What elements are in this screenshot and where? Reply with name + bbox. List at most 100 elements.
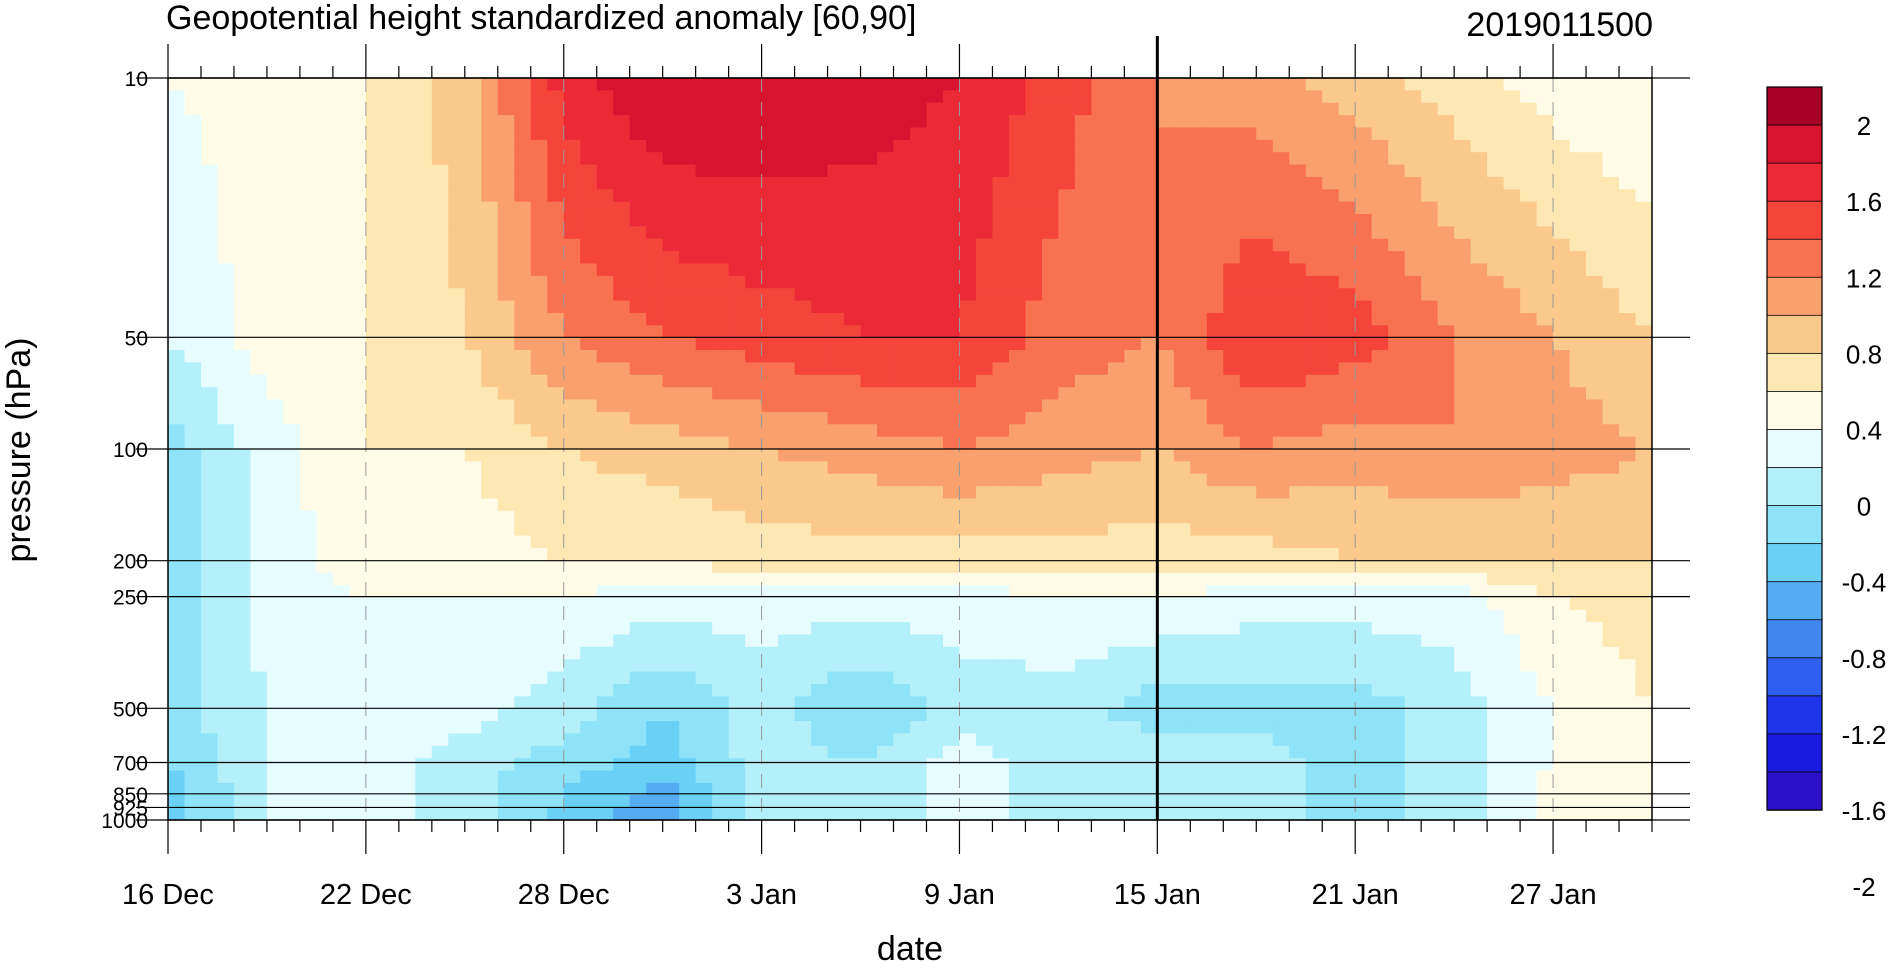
- heatmap-cell: [1107, 609, 1125, 623]
- heatmap-cell: [877, 411, 895, 425]
- heatmap-cell: [1041, 263, 1059, 277]
- heatmap-cell: [349, 585, 367, 598]
- heatmap-cell: [811, 337, 829, 351]
- heatmap-cell: [1602, 721, 1620, 735]
- heatmap-cell: [1503, 609, 1521, 623]
- heatmap-cell: [1503, 597, 1521, 611]
- heatmap-cell: [1239, 411, 1257, 425]
- heatmap-cell: [1206, 745, 1224, 759]
- heatmap-cell: [1487, 634, 1505, 648]
- heatmap-cell: [217, 312, 235, 326]
- heatmap-cell: [365, 498, 383, 512]
- heatmap-cell: [695, 572, 713, 586]
- heatmap-cell: [530, 646, 548, 660]
- heatmap-cell: [794, 115, 812, 129]
- heatmap-cell: [1503, 436, 1521, 450]
- heatmap-cell: [1619, 226, 1637, 240]
- heatmap-cell: [992, 214, 1010, 227]
- heatmap-cell: [1272, 312, 1290, 326]
- heatmap-cell: [1437, 127, 1455, 141]
- heatmap-cell: [1305, 312, 1323, 326]
- heatmap-cell: [1272, 189, 1290, 203]
- heatmap-cell: [646, 214, 664, 227]
- heatmap-cell: [1289, 597, 1307, 611]
- heatmap-cell: [596, 696, 614, 710]
- heatmap-cell: [1619, 646, 1637, 660]
- heatmap-cell: [1239, 461, 1257, 475]
- heatmap-cell: [1206, 523, 1224, 537]
- heatmap-cell: [1520, 609, 1538, 623]
- heatmap-cell: [860, 374, 878, 388]
- heatmap-cell: [629, 535, 647, 549]
- heatmap-cell: [1041, 510, 1059, 524]
- heatmap-cell: [1025, 399, 1043, 413]
- heatmap-cell: [250, 721, 268, 735]
- heatmap-cell: [1569, 708, 1587, 722]
- heatmap-cell: [563, 510, 581, 524]
- heatmap-cell: [992, 275, 1010, 289]
- heatmap-cell: [1190, 733, 1208, 747]
- heatmap-cell: [679, 337, 697, 351]
- heatmap-cell: [1107, 226, 1125, 240]
- heatmap-cell: [1058, 449, 1076, 462]
- heatmap-cell: [1503, 721, 1521, 735]
- heatmap-cell: [398, 622, 416, 636]
- heatmap-cell: [481, 411, 499, 425]
- heatmap-cell: [1256, 350, 1274, 364]
- heatmap-cell: [168, 201, 186, 215]
- heatmap-cell: [1371, 374, 1389, 388]
- heatmap-cell: [942, 646, 961, 660]
- heatmap-cell: [877, 102, 895, 116]
- heatmap-cell: [1223, 399, 1241, 413]
- heatmap-cell: [1421, 312, 1439, 326]
- heatmap-cell: [679, 152, 697, 166]
- heatmap-cell: [860, 139, 878, 153]
- heatmap-cell: [464, 609, 482, 623]
- heatmap-cell: [827, 337, 845, 351]
- heatmap-cell: [1569, 374, 1587, 388]
- heatmap-cell: [382, 263, 400, 277]
- heatmap-cell: [1223, 201, 1241, 215]
- heatmap-cell: [1256, 288, 1274, 302]
- heatmap-cell: [530, 535, 548, 549]
- heatmap-cell: [794, 535, 812, 549]
- heatmap-cell: [382, 436, 400, 450]
- heatmap-cell: [596, 634, 614, 648]
- heatmap-cell: [1487, 449, 1505, 462]
- heatmap-cell: [1553, 189, 1571, 203]
- heatmap-cell: [1388, 609, 1406, 623]
- heatmap-cell: [250, 634, 268, 648]
- heatmap-cell: [580, 585, 598, 598]
- heatmap-cell: [1404, 436, 1422, 450]
- heatmap-cell: [959, 152, 977, 166]
- heatmap-cell: [629, 547, 647, 561]
- heatmap-cell: [1602, 659, 1620, 673]
- heatmap-cell: [233, 597, 252, 611]
- heatmap-cell: [992, 164, 1010, 178]
- heatmap-cell: [1619, 337, 1637, 351]
- heatmap-cell: [563, 325, 581, 339]
- heatmap-cell: [860, 572, 878, 586]
- heatmap-cell: [1107, 164, 1125, 178]
- heatmap-cell: [1437, 721, 1455, 735]
- heatmap-cell: [646, 609, 664, 623]
- heatmap-cell: [580, 275, 598, 289]
- heatmap-cell: [1355, 659, 1373, 673]
- heatmap-cell: [728, 78, 746, 91]
- heatmap-cell: [1470, 708, 1488, 722]
- heatmap-cell: [1602, 609, 1620, 623]
- heatmap-cell: [1008, 300, 1027, 314]
- heatmap-cell: [1338, 523, 1356, 537]
- heatmap-cell: [349, 609, 367, 623]
- heatmap-cell: [646, 646, 664, 660]
- heatmap-cell: [1404, 189, 1422, 203]
- heatmap-cell: [1206, 535, 1224, 549]
- heatmap-cell: [1355, 547, 1373, 561]
- heatmap-cell: [778, 671, 796, 685]
- heatmap-cell: [860, 498, 878, 512]
- heatmap-cell: [283, 201, 301, 215]
- heatmap-cell: [844, 424, 862, 438]
- heatmap-cell: [266, 399, 285, 413]
- heatmap-cell: [1388, 288, 1406, 302]
- heatmap-cell: [844, 102, 862, 116]
